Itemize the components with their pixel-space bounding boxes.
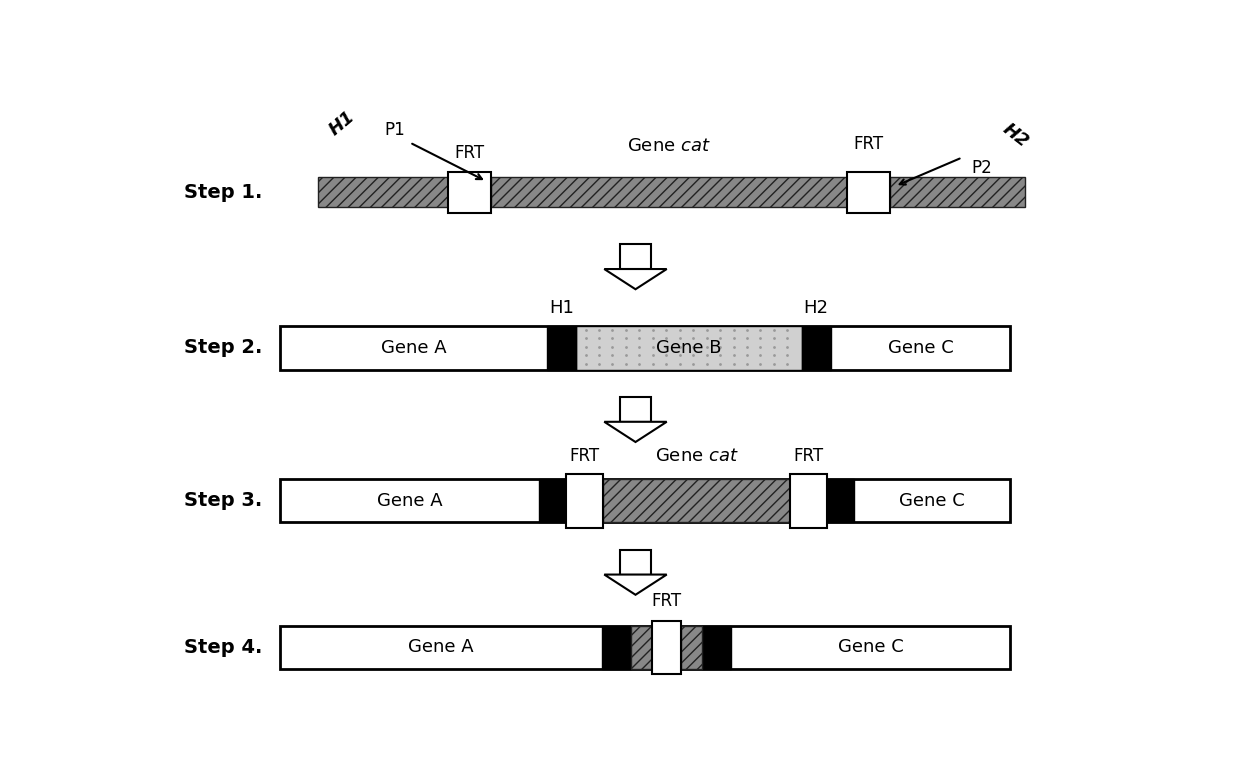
Text: Gene $cat$: Gene $cat$ [627,137,711,155]
Bar [491,177,847,207]
Bar [575,327,802,370]
Polygon shape [604,269,667,289]
Text: FRT: FRT [651,592,681,611]
Bar [827,479,853,522]
Text: Step 1.: Step 1. [184,183,262,202]
Text: FRT: FRT [853,135,884,153]
Text: H2: H2 [804,299,828,317]
Text: P1: P1 [384,121,404,139]
Polygon shape [604,575,667,594]
Bar [280,479,1011,522]
Bar [280,327,1011,370]
Bar [620,397,651,422]
Text: P2: P2 [972,159,992,177]
Bar [547,327,575,370]
Text: Gene C: Gene C [888,339,954,357]
Bar [681,626,702,669]
Polygon shape [604,422,667,442]
Bar [620,244,651,269]
Bar [702,626,730,669]
Text: Gene A: Gene A [381,339,446,357]
Text: Gene $cat$: Gene $cat$ [655,447,738,464]
Bar [847,172,890,212]
Text: Gene A: Gene A [377,492,443,510]
Bar [802,327,831,370]
Bar [790,474,827,527]
Text: H2: H2 [998,120,1032,151]
Text: FRT: FRT [569,447,600,464]
Text: Step 3.: Step 3. [184,491,262,510]
Bar [603,479,790,522]
Bar [280,626,1011,669]
Text: H1: H1 [549,299,574,317]
Bar [601,626,631,669]
Bar [448,172,491,212]
Text: Step 4.: Step 4. [184,638,262,657]
Text: Gene C: Gene C [899,492,965,510]
Text: Gene B: Gene B [656,339,722,357]
Bar [890,177,1024,207]
Bar [567,474,603,527]
Text: Gene A: Gene A [408,639,474,657]
Bar [620,550,651,575]
Text: Gene C: Gene C [837,639,903,657]
Text: FRT: FRT [794,447,823,464]
Text: H1: H1 [326,107,358,139]
Bar [652,621,681,675]
Bar [539,479,567,522]
Text: Step 2.: Step 2. [184,338,262,357]
Bar [631,626,652,669]
Bar [319,177,448,207]
Text: FRT: FRT [455,144,485,163]
